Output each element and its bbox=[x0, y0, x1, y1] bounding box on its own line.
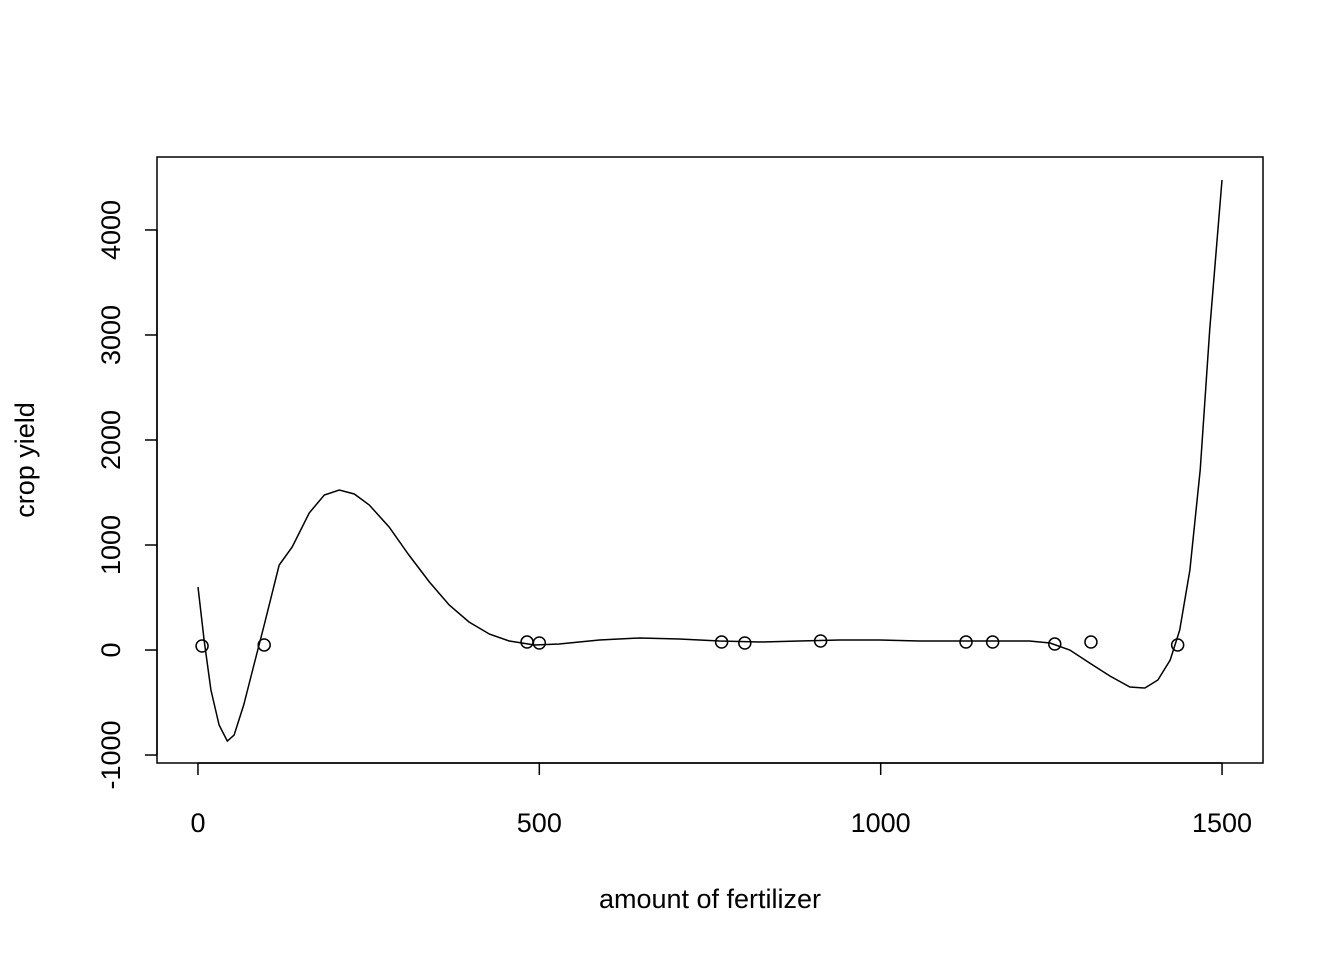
data-point bbox=[813, 634, 828, 648]
y-tick-label: 1000 bbox=[96, 515, 126, 575]
data-point bbox=[520, 635, 534, 649]
data-point bbox=[257, 638, 271, 652]
data-point bbox=[714, 635, 729, 649]
y-axis-label: crop yield bbox=[10, 402, 40, 518]
y-tick-label: -1000 bbox=[96, 720, 126, 789]
data-point bbox=[1170, 638, 1185, 652]
x-axis-label: amount of fertilizer bbox=[599, 884, 821, 914]
y-tick-label: 0 bbox=[96, 642, 126, 657]
data-point bbox=[532, 636, 547, 650]
y-tick-label: 3000 bbox=[96, 305, 126, 365]
plot-frame bbox=[156, 156, 1264, 764]
data-point bbox=[985, 635, 1000, 649]
x-tick-label: 500 bbox=[517, 808, 562, 838]
data-point bbox=[1048, 637, 1062, 651]
y-tick-label: 4000 bbox=[96, 200, 126, 260]
x-tick-label: 0 bbox=[190, 808, 205, 838]
x-tick-label: 1000 bbox=[851, 808, 911, 838]
x-tick-label: 1500 bbox=[1192, 808, 1252, 838]
data-point bbox=[195, 639, 209, 653]
y-tick-label: 2000 bbox=[96, 410, 126, 470]
data-point bbox=[1084, 635, 1098, 649]
data-point bbox=[959, 635, 973, 649]
data-point bbox=[738, 636, 752, 650]
fitted-curve bbox=[197, 179, 1223, 743]
